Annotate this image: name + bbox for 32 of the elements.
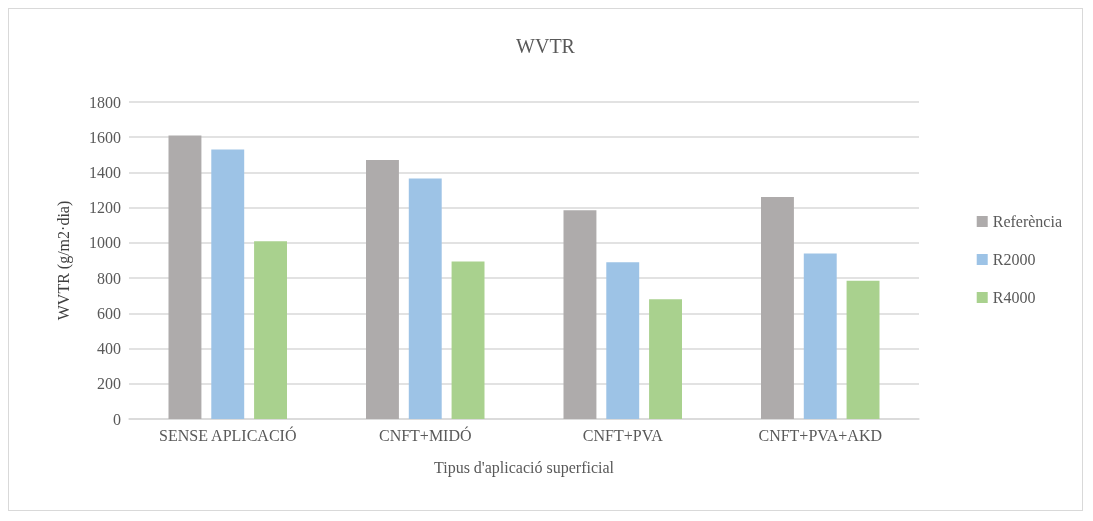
legend-label: R2000	[992, 251, 1036, 268]
y-tick-label: 1400	[89, 163, 121, 181]
bar	[563, 210, 597, 419]
y-axis-title: WVTR (g/m2·dia)	[54, 200, 73, 321]
bar	[254, 241, 287, 419]
y-tick-label: 0	[113, 410, 121, 428]
x-tick-label: CNFT+MIDÓ	[378, 425, 472, 444]
bar	[211, 149, 245, 419]
legend-label: R4000	[992, 289, 1036, 306]
bar	[761, 197, 794, 419]
bar	[649, 299, 682, 419]
x-tick-label: SENSE APLICACIÓ	[159, 425, 297, 444]
x-tick-label: CNFT+PVA+AKD	[758, 426, 883, 444]
bar	[168, 135, 202, 419]
bar	[803, 253, 837, 419]
x-axis-title: Tipus d'aplicació superficial	[433, 458, 615, 477]
chart-title: WVTR	[516, 35, 576, 57]
legend-label: Referència	[992, 213, 1062, 230]
bar	[366, 160, 399, 419]
bar	[408, 178, 442, 419]
y-tick-label: 400	[97, 340, 121, 358]
y-tick-label: 1600	[89, 128, 121, 146]
y-tick-label: 1800	[89, 93, 121, 111]
y-tick-label: 600	[97, 304, 121, 322]
x-tick-label: CNFT+PVA	[582, 426, 664, 444]
y-tick-label: 200	[97, 375, 121, 393]
bar	[606, 262, 640, 419]
bar	[451, 261, 485, 419]
y-tick-label: 800	[97, 269, 121, 287]
bar	[846, 280, 880, 419]
y-tick-label: 1000	[89, 234, 121, 252]
y-tick-label: 1200	[89, 199, 121, 217]
